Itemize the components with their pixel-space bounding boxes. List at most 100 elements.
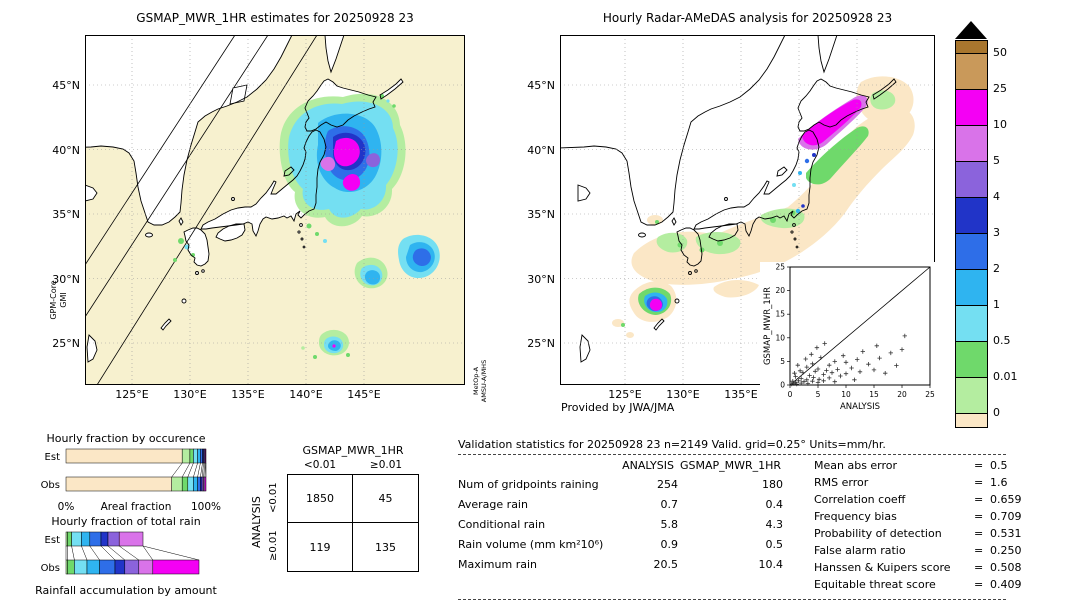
- bar-connector: [204, 462, 206, 478]
- bar-row-label: Est: [45, 452, 61, 463]
- divider: [458, 599, 1006, 600]
- scatter-plot: 00 5 5 10 10 15 15 20 20 25 25 ANALYSIS GSMAP_MWR_1H…: [760, 262, 936, 412]
- lat-tick: 25°N: [52, 337, 80, 350]
- stats-metric: False alarm ratio = 0.250: [814, 544, 1078, 561]
- stat-label: Maximum rain: [458, 558, 537, 571]
- totalrain-chart: Est Obs: [41, 531, 200, 575]
- inset-ytick: 5: [780, 357, 785, 366]
- bar-connector: [200, 462, 203, 478]
- bar-segment: [114, 559, 126, 575]
- lon-tick: 125°E: [608, 388, 642, 401]
- bar-segment: [65, 476, 172, 492]
- col-analysis: ANALYSIS: [622, 459, 674, 472]
- metric-label: Mean abs error: [814, 459, 898, 472]
- sat-name: GPM-Core: [49, 280, 58, 320]
- stat-gsmap-value: 180: [762, 478, 783, 491]
- axis-label: Areal fraction: [100, 501, 172, 513]
- bar-segment: [205, 448, 207, 464]
- colorbar-tick: 0.01: [993, 370, 1018, 383]
- validation-stats-panel: Validation statistics for 20250928 23 n=…: [458, 438, 1078, 600]
- stat-gsmap-value: 0.5: [765, 538, 784, 551]
- lon-tick: 135°E: [724, 388, 758, 401]
- accumulation-label: Rainfall accumulation by amount: [35, 584, 217, 597]
- sensor-name: AMSU-A/MHS: [480, 359, 488, 403]
- colorbar-tick: 50: [993, 46, 1007, 59]
- radar-credit: Provided by JWA/JMA: [561, 401, 675, 414]
- areal-fraction-axis: 0% Areal fraction 100%: [28, 501, 224, 515]
- metric-value: 0.709: [990, 510, 1022, 523]
- bar-segment: [81, 531, 91, 547]
- bar-segment: [71, 531, 82, 547]
- bar-segment: [99, 559, 116, 575]
- stat-label: Average rain: [458, 498, 528, 511]
- stat-label: Rain volume (mm km²10⁶): [458, 538, 604, 551]
- bar-connector: [119, 545, 139, 561]
- colorbar-segment: [956, 53, 987, 89]
- contingency-col-headers: <0.01 ≥0.01: [287, 459, 419, 471]
- totalrain-title: Hourly fraction of total rain: [51, 515, 201, 528]
- bar-connector: [100, 545, 116, 561]
- bar-segment: [118, 531, 144, 547]
- contingency-cell: 45: [353, 475, 418, 523]
- inset-ytick: 20: [775, 286, 785, 295]
- bar-segment: [89, 531, 102, 547]
- bar-connector: [171, 462, 183, 478]
- lon-tick: 135°E: [231, 388, 265, 401]
- bar-segment: [138, 559, 154, 575]
- stats-col-headers: ANALYSIS GSMAP_MWR_1HR: [458, 459, 788, 472]
- metric-value: 0.409: [990, 578, 1022, 591]
- stat-analysis-value: 0.9: [660, 538, 679, 551]
- bar-segment: [67, 559, 75, 575]
- bar-connector: [89, 545, 100, 561]
- stats-metric: Equitable threat score = 0.409: [814, 578, 1078, 595]
- col-gsmap: GSMAP_MWR_1HR: [679, 459, 782, 472]
- inset-xtick: 5: [816, 390, 821, 399]
- bar-segment: [86, 559, 100, 575]
- colorbar-overflow-triangle: [955, 21, 987, 39]
- stats-rows: Num of gridpoints raining 254 180 Average r…: [458, 478, 788, 571]
- contingency-table: 1850 45 119 135: [287, 474, 419, 572]
- right-map-title: Hourly Radar-AMeDAS analysis for 2025092…: [602, 11, 893, 25]
- contingency-cell: 135: [375, 540, 396, 554]
- bar-connector: [81, 545, 88, 561]
- left-map-lon-labels: 125°E 130°E 135°E 140°E 145°E: [85, 388, 465, 402]
- colorbar-tick: 5: [993, 154, 1000, 167]
- inset-xtick: 25: [925, 390, 935, 399]
- bar-segment: [181, 476, 189, 492]
- inset-ytick: 0: [780, 381, 785, 390]
- map-frame: [85, 35, 465, 385]
- axis-100pct: 100%: [190, 501, 222, 513]
- lon-tick: 145°E: [347, 388, 381, 401]
- lon-tick: 125°E: [115, 388, 149, 401]
- colorbar-tick: 10: [993, 118, 1007, 131]
- right-map-lon-labels: 125°E 130°E 135°E: [560, 388, 935, 402]
- bar-segment: [65, 448, 183, 464]
- metric-label: False alarm ratio: [814, 544, 906, 557]
- lat-tick: 35°N: [527, 208, 555, 221]
- metric-value: 0.508: [990, 561, 1022, 574]
- bar-connector: [181, 462, 191, 478]
- colorbar-tick: 0: [993, 406, 1000, 419]
- colorbar-segment: [956, 413, 987, 427]
- stat-label: Conditional rain: [458, 518, 546, 531]
- stats-metric: Frequency bias = 0.709: [814, 510, 1078, 527]
- metric-equals: =: [974, 561, 984, 574]
- contingency-row-header: ≥0.01: [268, 530, 279, 562]
- lon-tick: 140°E: [289, 388, 323, 401]
- lat-tick: 40°N: [52, 143, 80, 157]
- stats-row: Conditional rain 5.8 4.3: [458, 518, 788, 531]
- metric-value: 0.531: [990, 527, 1022, 540]
- bar-segment: [181, 448, 191, 464]
- stat-gsmap-value: 4.3: [765, 518, 784, 531]
- satellite-label-metop-amsu: MetOp-A AMSU-A/MHS: [472, 349, 488, 413]
- bar-segment: [187, 476, 194, 492]
- lat-tick: 25°N: [527, 337, 555, 350]
- gsmap-map-panel: [64, 34, 465, 386]
- lat-tick: 40°N: [527, 143, 555, 157]
- metric-label: Correlation coeff: [814, 493, 906, 506]
- metric-value: 0.659: [990, 493, 1022, 506]
- metric-value: 1.6: [990, 476, 1008, 489]
- metric-equals: =: [974, 459, 984, 472]
- stats-row: Average rain 0.7 0.4: [458, 498, 788, 511]
- metric-equals: =: [974, 578, 984, 591]
